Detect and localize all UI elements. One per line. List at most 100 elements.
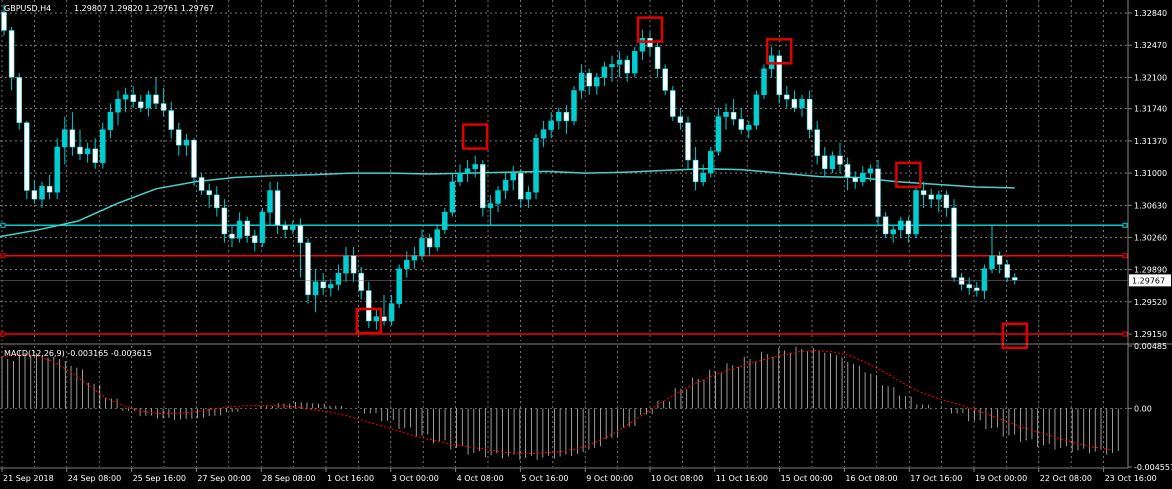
candle-body [77, 146, 83, 155]
candle-body [806, 98, 813, 130]
time-tick-label: 17 Oct 16:00 [910, 474, 962, 483]
candle-body [183, 139, 190, 146]
candle-body [898, 220, 904, 230]
candle-body [715, 116, 722, 152]
marker-box[interactable] [895, 161, 922, 189]
candles [1, 4, 1018, 330]
candle-body [814, 129, 820, 156]
line-handle[interactable] [1122, 253, 1128, 259]
candle-body [411, 255, 418, 261]
candle-body [692, 159, 699, 183]
line-handle[interactable] [0, 253, 6, 259]
candle-body [822, 155, 828, 170]
candle-body [784, 94, 790, 100]
candle-body [472, 164, 478, 170]
candle-body [396, 268, 402, 304]
candle-body [221, 207, 228, 235]
candle-body [533, 138, 539, 193]
candle-body [244, 220, 250, 236]
candle-body [191, 139, 197, 178]
line-handle[interactable] [1122, 331, 1128, 337]
candle-body [229, 233, 235, 239]
candle-body [860, 172, 866, 183]
marker-box[interactable] [461, 123, 489, 150]
candle-body [312, 281, 319, 296]
candle-body [609, 64, 615, 68]
line-handle[interactable] [0, 331, 6, 337]
time-tick-label: 27 Sep 00:00 [197, 474, 250, 483]
time-tick-label: 9 Oct 00:00 [586, 474, 633, 483]
candle-body [206, 190, 212, 196]
candle-body [480, 164, 486, 209]
candle-body [62, 129, 68, 148]
candle-body [92, 148, 98, 163]
candle-body [358, 272, 364, 291]
time-tick-label: 3 Oct 00:00 [392, 474, 439, 483]
candle-body [670, 90, 676, 117]
candle-body [525, 191, 532, 200]
candle-body [890, 229, 896, 235]
candle-body [966, 284, 972, 289]
candle-body [8, 30, 15, 78]
candle-body [852, 177, 858, 183]
time-tick-label: 11 Oct 16:00 [716, 474, 768, 483]
candle-body [746, 125, 752, 130]
candle-body [556, 111, 562, 122]
candle-body [913, 190, 919, 235]
current-price-label: 1.29767 [1132, 276, 1165, 285]
candle-body [882, 216, 889, 235]
candle-body [434, 229, 440, 248]
candle-body [335, 272, 342, 285]
candle-body [518, 172, 524, 200]
candle-body [867, 168, 874, 174]
price-tick-label: 1.32100 [1134, 73, 1167, 82]
marker-box[interactable] [1001, 322, 1029, 350]
symbol-label: GBPUSD,H4 [4, 4, 51, 13]
candle-body [252, 235, 258, 243]
candle-body [654, 46, 661, 69]
price-tick-label: 1.30630 [1134, 201, 1167, 210]
candle-body [259, 212, 266, 243]
candle-body [107, 111, 114, 130]
candle-body [1, 11, 7, 31]
candle-body [343, 255, 349, 274]
candle-body [578, 72, 585, 91]
candle-body [69, 129, 76, 148]
line-handle[interactable] [0, 222, 6, 228]
candle-body [160, 103, 167, 111]
candle-body [290, 225, 296, 230]
candle-body [601, 66, 608, 78]
time-tick-label: 28 Sep 08:00 [262, 474, 315, 483]
time-tick-label: 24 Sep 08:00 [68, 474, 121, 483]
candle-body [594, 77, 600, 87]
candle-body [100, 129, 106, 163]
candle-body [487, 203, 494, 209]
time-tick-label: 10 Oct 08:00 [651, 474, 703, 483]
marker-box[interactable] [636, 16, 664, 43]
candle-body [366, 290, 372, 322]
candle-body [442, 212, 448, 230]
candle-body [236, 220, 243, 239]
candle-body [586, 72, 592, 87]
candle-body [495, 190, 501, 204]
line-handle[interactable] [1122, 222, 1128, 228]
candle-body [168, 110, 174, 130]
time-tick-label: 23 Oct 16:00 [1105, 474, 1157, 483]
candle-body [426, 238, 433, 248]
candle-body [381, 316, 387, 322]
horizontal-lines[interactable] [0, 222, 1128, 337]
candle-body [981, 268, 988, 291]
candle-body [328, 284, 334, 289]
marker-box[interactable] [355, 307, 383, 335]
candle-body [738, 118, 744, 130]
candle-body [632, 51, 638, 74]
markers[interactable] [355, 16, 1029, 350]
candle-body [145, 94, 152, 109]
candle-body [837, 155, 843, 165]
candle-body [297, 225, 304, 243]
candle-body [457, 172, 463, 183]
marker-box[interactable] [765, 38, 793, 65]
candle-body [115, 98, 121, 113]
candle-body [39, 185, 45, 200]
